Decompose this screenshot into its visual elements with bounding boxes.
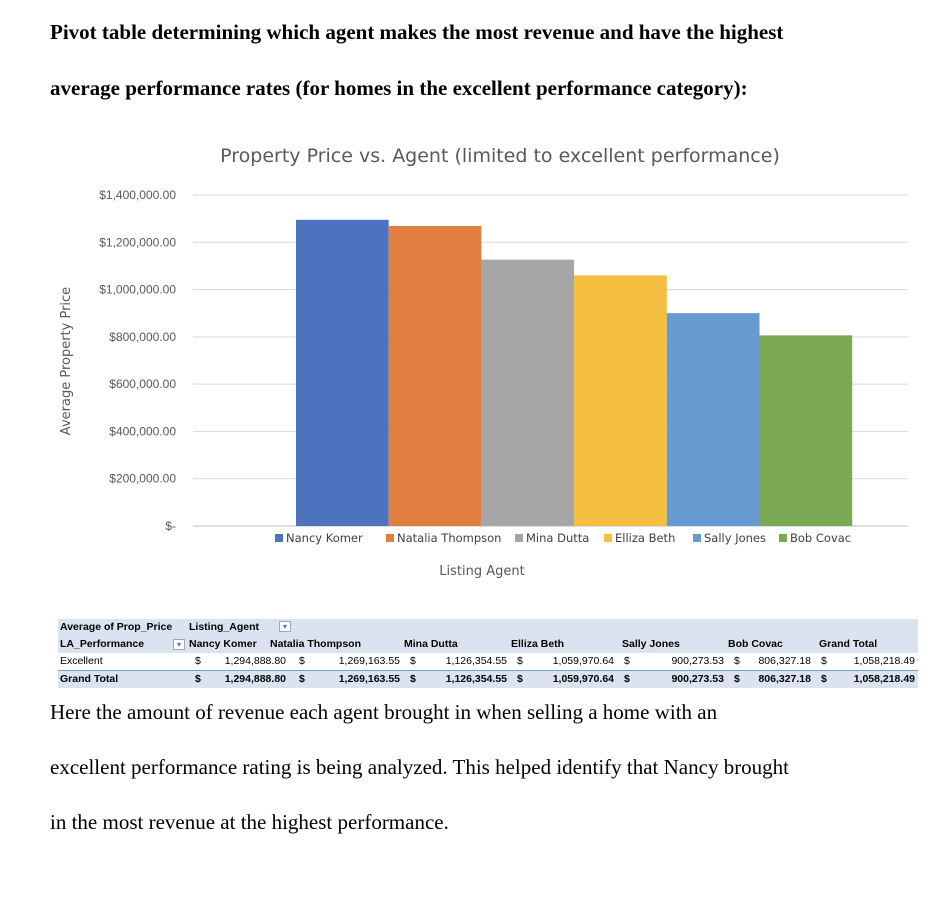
paragraph-line-2: excellent performance rating is being an… [50, 755, 790, 779]
currency-symbol: $ [517, 655, 523, 667]
dropdown-filter-icon[interactable]: ▾ [279, 621, 291, 632]
y-tick-label: $- [165, 519, 176, 533]
bar [296, 219, 389, 526]
y-tick-label: $800,000.00 [109, 330, 176, 344]
heading-line-1: Pivot table determining which agent make… [50, 20, 784, 44]
pivot-col-header: Natalia Thompson [270, 638, 362, 650]
pivot-col-header: Grand Total [819, 638, 878, 650]
pivot-col-header: Nancy Komer [189, 638, 257, 650]
pivot-cell: 900,273.53 [671, 655, 724, 667]
pivot-cell: 1,269,163.55 [338, 673, 400, 685]
pivot-cell: 1,294,888.80 [224, 655, 286, 667]
currency-symbol: $ [734, 673, 740, 685]
pivot-header-row-2: LA_Performance ▾ Nancy Komer Natalia Tho… [58, 636, 918, 653]
x-axis-label: Listing Agent [439, 564, 524, 579]
pivot-col-header: Bob Covac [728, 638, 783, 650]
bar [759, 335, 853, 526]
paragraph-line-1: Here the amount of revenue each agent br… [50, 700, 718, 724]
legend-entry: Nancy Komer [286, 531, 363, 545]
currency-symbol: $ [734, 655, 740, 667]
currency-symbol: $ [821, 673, 827, 685]
legend-entry: Bob Covac [790, 531, 851, 545]
pivot-cell: 1,059,970.64 [552, 673, 614, 685]
y-axis-label: Average Property Price [59, 287, 74, 435]
bar-chart: Property Price vs. Agent (limited to exc… [59, 145, 908, 579]
pivot-column-field: Listing_Agent [189, 621, 259, 633]
currency-symbol: $ [821, 655, 827, 667]
legend-entry: Sally Jones [704, 531, 766, 545]
pivot-cell: 1,294,888.80 [224, 673, 286, 685]
currency-symbol: $ [410, 655, 416, 667]
sort-filter-icon[interactable]: ▾ [173, 639, 185, 650]
legend-swatch [693, 534, 701, 542]
pivot-cell: 1,126,354.55 [445, 655, 507, 667]
legend-swatch [275, 534, 283, 542]
currency-symbol: $ [195, 673, 201, 685]
currency-symbol: $ [624, 655, 630, 667]
pivot-cell: 1,126,354.55 [445, 673, 507, 685]
legend-entry: Elliza Beth [615, 531, 675, 545]
bar [388, 225, 482, 526]
bar [574, 275, 667, 526]
pivot-row-field: LA_Performance [60, 638, 145, 650]
legend-entry: Mina Dutta [526, 531, 589, 545]
bar [481, 259, 575, 526]
pivot-corner-label: Average of Prop_Price [60, 621, 173, 633]
pivot-cell: 1,058,218.49 [853, 655, 915, 667]
legend-swatch [386, 534, 394, 542]
legend-swatch [779, 534, 787, 542]
legend-swatch [604, 534, 612, 542]
currency-symbol: $ [195, 655, 201, 667]
pivot-col-header: Mina Dutta [404, 638, 458, 650]
pivot-cell: 1,059,970.64 [552, 655, 614, 667]
currency-symbol: $ [299, 655, 305, 667]
y-tick-label: $600,000.00 [109, 377, 176, 391]
pivot-header-row-1: Average of Prop_Price Listing_Agent ▾ [58, 619, 918, 636]
y-tick-label: $1,200,000.00 [99, 235, 176, 249]
pivot-table: Average of Prop_Price Listing_Agent ▾ LA… [58, 619, 918, 688]
y-tick-label: $200,000.00 [109, 472, 176, 486]
paragraph-line-3: in the most revenue at the highest perfo… [50, 810, 449, 834]
currency-symbol: $ [299, 673, 305, 685]
pivot-row-excellent: Excellent $ 1,294,888.80 $ 1,269,163.55 … [58, 653, 918, 670]
legend-swatch [515, 534, 523, 542]
pivot-col-header: Sally Jones [622, 638, 680, 650]
legend-entry: Natalia Thompson [397, 531, 501, 545]
currency-symbol: $ [410, 673, 416, 685]
y-tick-label: $1,000,000.00 [99, 283, 176, 297]
chart-title: Property Price vs. Agent (limited to exc… [220, 145, 780, 167]
pivot-col-header: Elliza Beth [511, 638, 565, 650]
pivot-row-grand-total: Grand Total $ 1,294,888.80 $ 1,269,163.5… [58, 670, 918, 688]
pivot-cell: 806,327.18 [758, 673, 811, 685]
y-tick-label: $400,000.00 [109, 424, 176, 438]
bar [666, 313, 760, 526]
heading-line-2: average performance rates (for homes in … [50, 76, 748, 100]
pivot-row-label: Excellent [60, 655, 103, 667]
pivot-cell: 806,327.18 [758, 655, 811, 667]
pivot-cell: 1,058,218.49 [853, 673, 915, 685]
pivot-cell: 1,269,163.55 [338, 655, 400, 667]
currency-symbol: $ [517, 673, 523, 685]
currency-symbol: $ [624, 673, 630, 685]
pivot-row-label: Grand Total [60, 673, 119, 685]
y-tick-label: $1,400,000.00 [99, 188, 176, 202]
pivot-cell: 900,273.53 [671, 673, 724, 685]
